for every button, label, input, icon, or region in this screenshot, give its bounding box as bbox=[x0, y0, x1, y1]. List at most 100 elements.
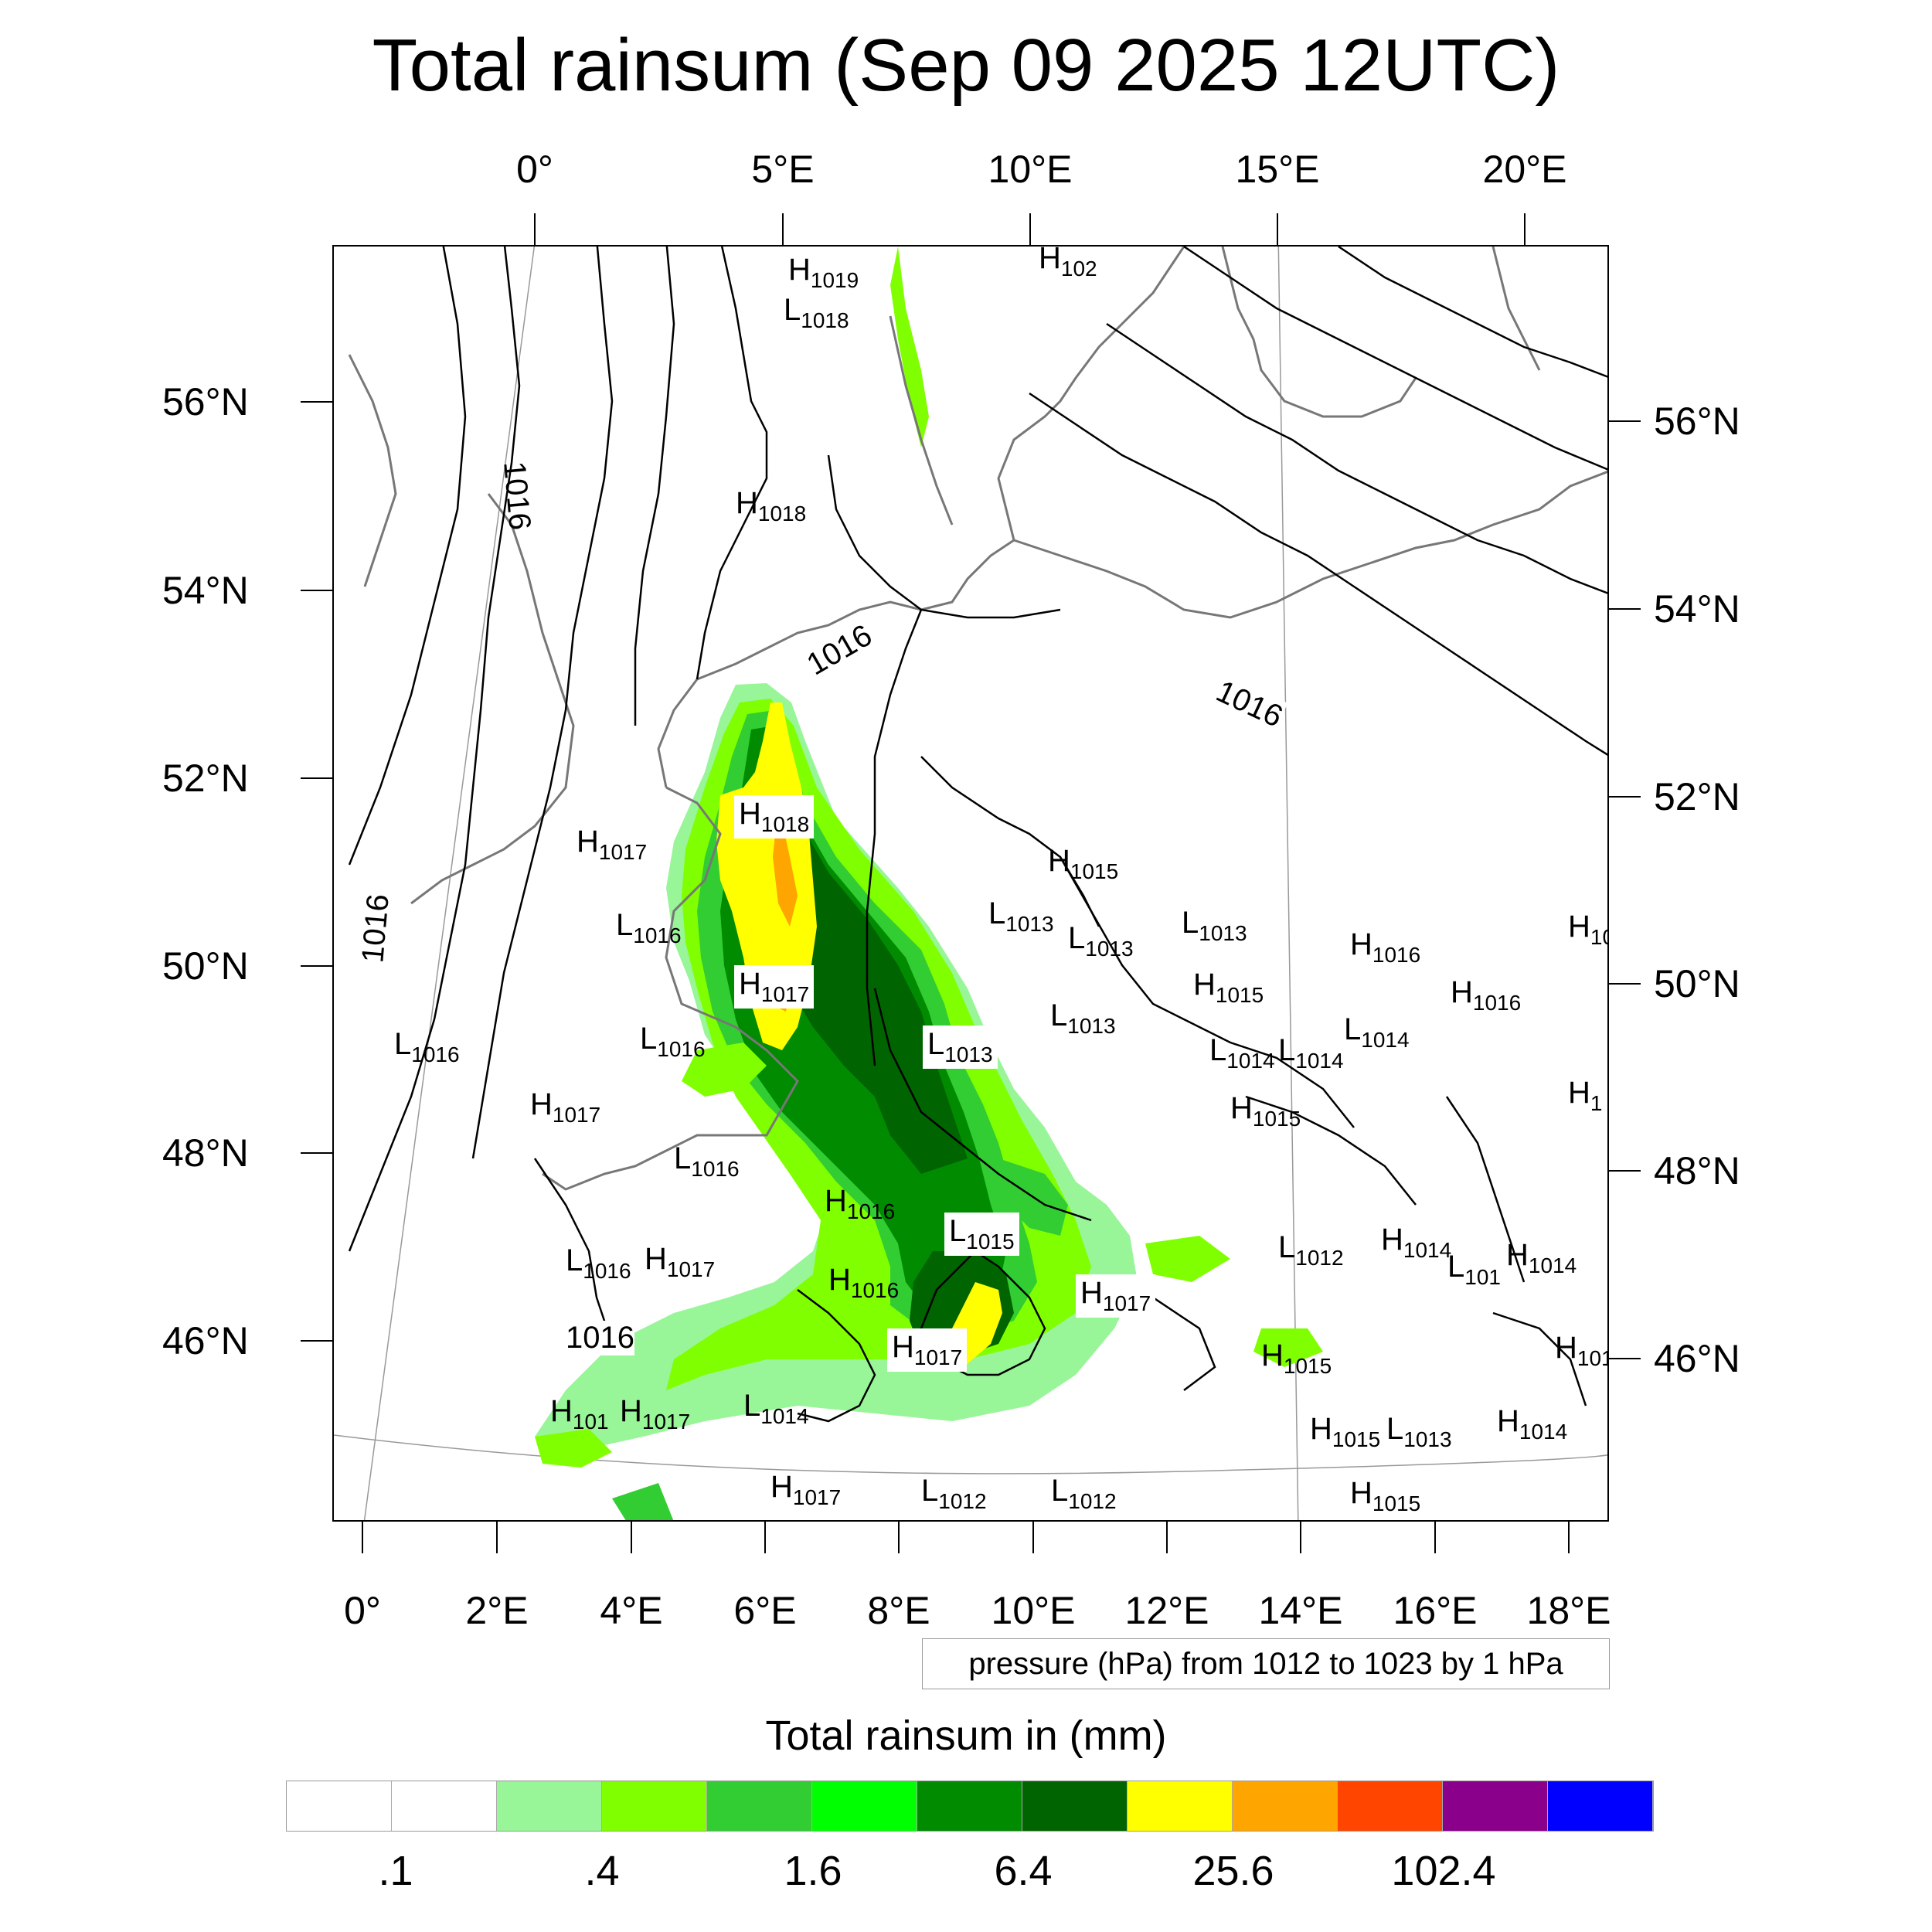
pressure-center-high: H1014 bbox=[1506, 1238, 1577, 1277]
pressure-center-high: H1016 bbox=[1350, 927, 1421, 967]
right-lat-label: 56°N bbox=[1654, 400, 1740, 443]
left-lat-label: 46°N bbox=[162, 1319, 249, 1362]
pressure-center-high: H1016 bbox=[825, 1184, 896, 1223]
left-lat-label: 50°N bbox=[162, 944, 249, 988]
top-lon-label: 15°E bbox=[1235, 148, 1320, 191]
colorbar-segment bbox=[1022, 1781, 1128, 1831]
pressure-center-low: L1015 bbox=[944, 1213, 1019, 1256]
pressure-center-low: L1013 bbox=[988, 896, 1054, 936]
pressure-center-low: L1018 bbox=[784, 293, 849, 332]
colorbar-tick-label: 6.4 bbox=[994, 1848, 1053, 1894]
pressure-center-high: H1017 bbox=[887, 1328, 968, 1372]
bottom-lon-label: 18°E bbox=[1526, 1589, 1611, 1632]
right-lat-label: 52°N bbox=[1654, 775, 1740, 818]
colorbar-segment bbox=[497, 1781, 602, 1831]
left-lat-label: 52°N bbox=[162, 757, 249, 800]
pressure-center-high: H1017 bbox=[577, 825, 648, 864]
isobar-label: 1016 bbox=[566, 1321, 634, 1355]
pressure-center-high: H1018 bbox=[734, 795, 815, 838]
colorbar-segment bbox=[287, 1781, 392, 1831]
pressure-center-low: L1014 bbox=[1344, 1012, 1410, 1052]
pressure-center-high: H101 bbox=[1555, 1331, 1607, 1370]
pressure-center-low: L1013 bbox=[1050, 998, 1116, 1038]
pressure-center-low: L101 bbox=[1447, 1250, 1501, 1289]
top-lon-label: 5°E bbox=[751, 148, 815, 191]
right-lat-label: 50°N bbox=[1654, 962, 1740, 1005]
colorbar bbox=[286, 1781, 1654, 1832]
pressure-center-high: H101 bbox=[550, 1394, 609, 1434]
map-title: Total rainsum (Sep 09 2025 12UTC) bbox=[372, 24, 1560, 107]
pressure-center-high: H1014 bbox=[1381, 1223, 1452, 1262]
colorbar-segment bbox=[1548, 1781, 1653, 1831]
pressure-center-high: H1017 bbox=[620, 1394, 691, 1434]
right-lat-label: 54°N bbox=[1654, 587, 1740, 631]
colorbar-tick-label: 102.4 bbox=[1391, 1848, 1496, 1894]
pressure-center-low: L1013 bbox=[923, 1026, 998, 1069]
pressure-center-low: L1013 bbox=[1068, 921, 1134, 961]
colorbar-segment bbox=[812, 1781, 917, 1831]
pressure-center-high: H1019 bbox=[788, 253, 859, 292]
bottom-lon-label: 6°E bbox=[733, 1589, 797, 1632]
left-lat-label: 56°N bbox=[162, 380, 249, 423]
pressure-center-low: L1013 bbox=[1386, 1412, 1452, 1451]
pressure-center-high: H1015 bbox=[1230, 1091, 1301, 1131]
pressure-center-high: H10 bbox=[1568, 910, 1607, 949]
bottom-lon-label: 8°E bbox=[867, 1589, 930, 1632]
bottom-lon-label: 2°E bbox=[465, 1589, 529, 1632]
colorbar-segment bbox=[1443, 1781, 1548, 1831]
map-panel[interactable]: 1016 1016 1016 1016 1016 H1019 H102 L101… bbox=[332, 245, 1609, 1522]
pressure-center-low: L1012 bbox=[921, 1474, 987, 1513]
right-lat-label: 46°N bbox=[1654, 1337, 1740, 1380]
pressure-center-high: H1017 bbox=[734, 965, 815, 1009]
bottom-lon-label: 14°E bbox=[1258, 1589, 1343, 1632]
pressure-center-low: L1013 bbox=[1182, 906, 1247, 945]
colorbar-title: Total rainsum in (mm) bbox=[765, 1713, 1167, 1759]
pressure-center-high: H1015 bbox=[1193, 968, 1264, 1007]
pressure-center-high: H1015 bbox=[1310, 1412, 1381, 1451]
pressure-center-low: L1016 bbox=[566, 1243, 631, 1283]
colorbar-segment bbox=[917, 1781, 1022, 1831]
left-lat-label: 54°N bbox=[162, 569, 249, 612]
colorbar-tick-label: 1.6 bbox=[784, 1848, 842, 1894]
top-lon-label: 0° bbox=[516, 148, 553, 191]
pressure-info-box: pressure (hPa) from 1012 to 1023 by 1 hP… bbox=[922, 1638, 1610, 1689]
pressure-center-high: H1017 bbox=[1076, 1274, 1156, 1318]
pressure-center-low: L1012 bbox=[1278, 1230, 1344, 1270]
pressure-center-high: H1015 bbox=[1048, 844, 1119, 883]
pressure-center-high: H1018 bbox=[736, 486, 807, 526]
colorbar-segment bbox=[1338, 1781, 1443, 1831]
colorbar-segment bbox=[707, 1781, 812, 1831]
pressure-center-high: H1014 bbox=[1497, 1404, 1568, 1444]
pressure-center-low: L1016 bbox=[640, 1022, 706, 1061]
right-lat-label: 48°N bbox=[1654, 1149, 1740, 1192]
map-canvas bbox=[334, 247, 1607, 1520]
pressure-center-high: H1016 bbox=[1451, 975, 1522, 1015]
isobar-label: 1016 bbox=[355, 893, 396, 964]
pressure-center-high: H1017 bbox=[770, 1470, 842, 1509]
isobars bbox=[348, 247, 1607, 1423]
colorbar-tick-label: 25.6 bbox=[1192, 1848, 1274, 1894]
pressure-center-high: H102 bbox=[1039, 245, 1097, 281]
isobar-label: 1016 bbox=[497, 460, 537, 532]
pressure-center-low: L1014 bbox=[743, 1389, 809, 1428]
coastlines bbox=[348, 247, 1607, 1191]
bottom-lon-label: 4°E bbox=[600, 1589, 663, 1632]
colorbar-tick-label: .4 bbox=[584, 1848, 620, 1894]
pressure-center-high: H1015 bbox=[1261, 1338, 1332, 1378]
pressure-center-low: L1016 bbox=[394, 1027, 460, 1066]
colorbar-segment bbox=[1233, 1781, 1338, 1831]
bottom-lon-label: 16°E bbox=[1393, 1589, 1478, 1632]
pressure-center-high: H1017 bbox=[645, 1242, 716, 1281]
top-lon-label: 20°E bbox=[1482, 148, 1567, 191]
bottom-lon-label: 0° bbox=[344, 1589, 381, 1632]
pressure-center-high: H1017 bbox=[530, 1087, 601, 1127]
colorbar-segment bbox=[392, 1781, 497, 1831]
bottom-lon-label: 10°E bbox=[991, 1589, 1076, 1632]
pressure-center-high: H1016 bbox=[828, 1263, 900, 1302]
pressure-center-low: L1012 bbox=[1051, 1474, 1117, 1513]
colorbar-segment bbox=[602, 1781, 707, 1831]
pressure-center-high: H1 bbox=[1568, 1076, 1603, 1115]
pressure-center-low: L1016 bbox=[616, 908, 682, 947]
top-lon-label: 10°E bbox=[988, 148, 1073, 191]
